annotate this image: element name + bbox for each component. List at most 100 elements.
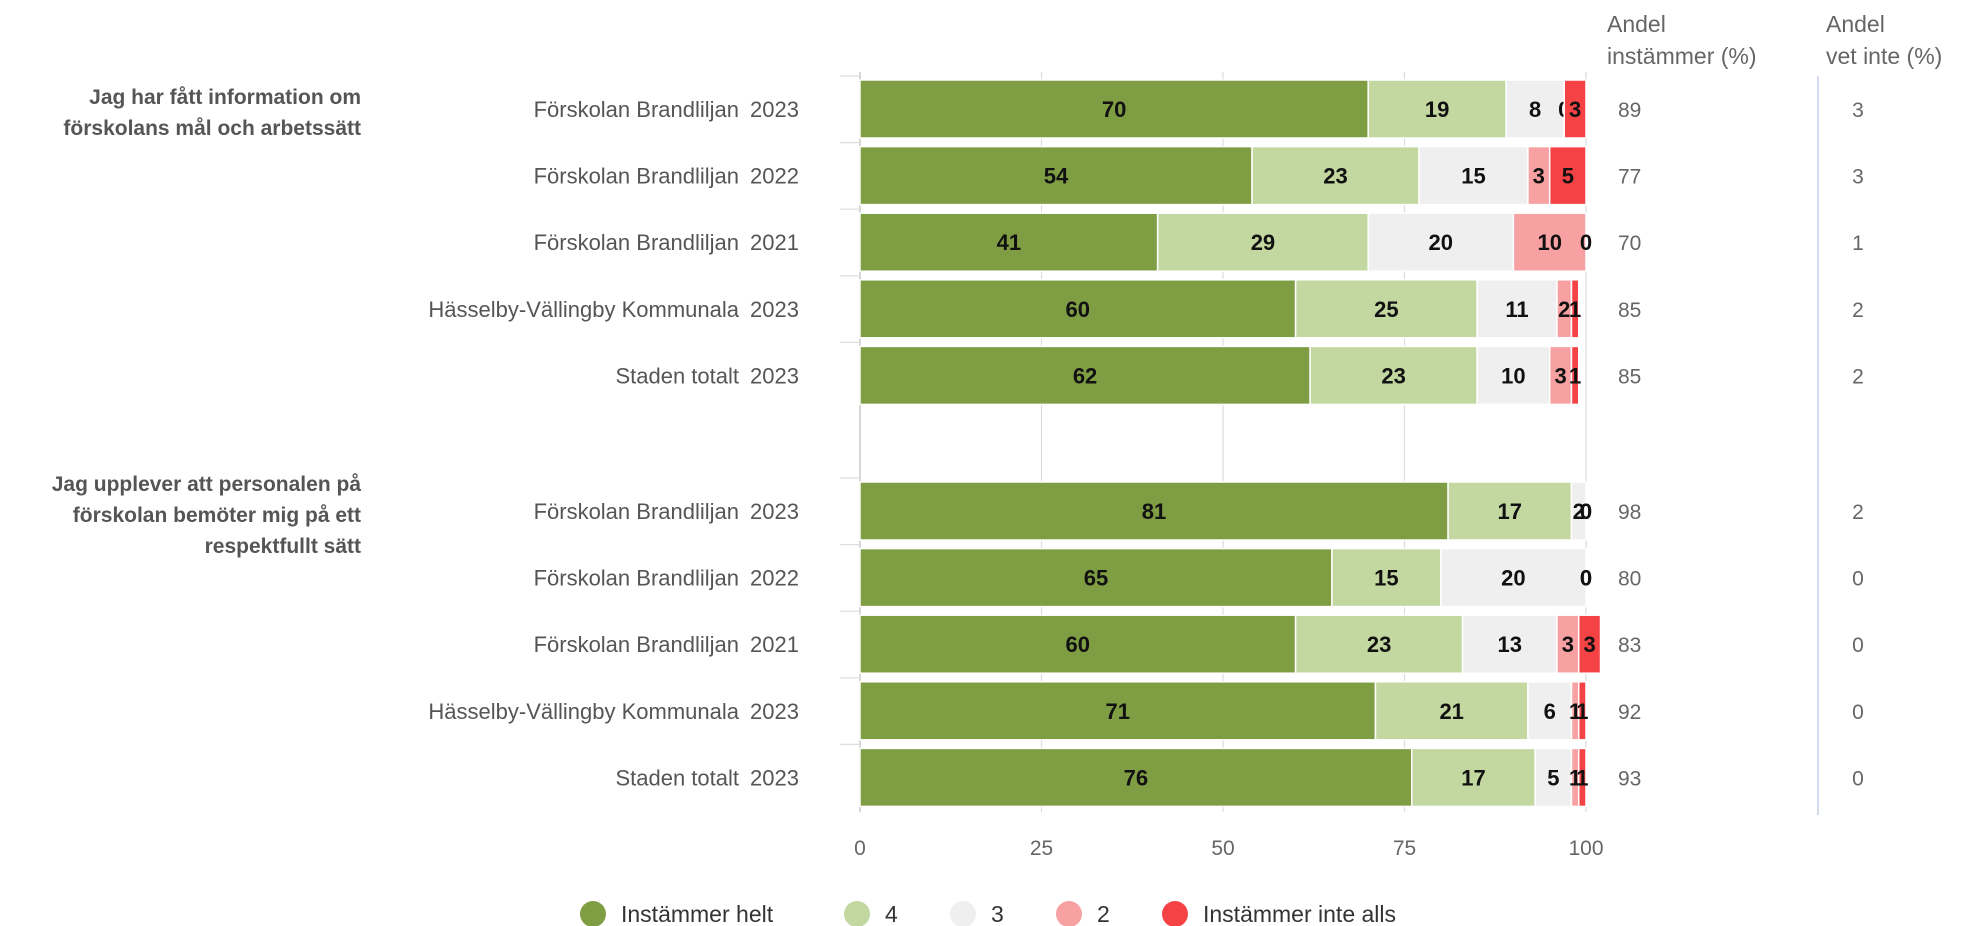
bar-segment: [1512, 212, 1587, 272]
row-label: Förskolan Brandliljan: [534, 97, 739, 122]
bar-segment: [859, 681, 1377, 741]
row-label: Staden totalt: [615, 765, 739, 790]
row-label: Staden totalt: [615, 363, 739, 388]
dontknow-value: 0: [1852, 568, 1864, 591]
bar-value-label: 15: [1374, 566, 1398, 591]
question-label: förskolans mål och arbetssätt: [63, 117, 361, 140]
bar-value-label: 11: [1505, 297, 1528, 322]
bar-value-label: 60: [1066, 632, 1090, 657]
bar-value-label: 2: [1573, 499, 1585, 524]
dontknow-value: 0: [1852, 701, 1864, 724]
legend-label: Instämmer helt: [621, 901, 774, 926]
dontknow-value: 2: [1852, 299, 1864, 322]
bar-segment: [1476, 345, 1551, 406]
bar-value-label: 70: [1102, 97, 1126, 122]
row-year: 2023: [750, 765, 799, 790]
question-label: förskolan bemöter mig på ett: [73, 504, 361, 527]
row-year: 2021: [750, 632, 799, 657]
agree-value: 83: [1618, 634, 1641, 657]
row-label: Hässelby-Vällingby Kommunala: [428, 297, 739, 322]
row-year: 2023: [750, 363, 799, 388]
legend-label: 4: [885, 901, 898, 926]
bar-value-label: 8: [1529, 97, 1541, 122]
bar-value-label: 1: [1569, 363, 1581, 388]
bar-value-label: 15: [1461, 164, 1485, 189]
bar-segment: [1294, 614, 1464, 674]
bar-value-label: 17: [1498, 499, 1522, 524]
agree-value: 85: [1618, 299, 1641, 322]
agree-value: 93: [1618, 767, 1641, 790]
agree-value: 85: [1618, 365, 1641, 388]
row-year: 2023: [750, 297, 799, 322]
bar-segment: [1548, 145, 1587, 206]
bar-value-label: 23: [1323, 164, 1347, 189]
bar-segment: [1374, 681, 1529, 741]
legend-label: Instämmer inte alls: [1203, 901, 1396, 926]
dontknow-value: 2: [1852, 501, 1864, 524]
dontknow-value: 3: [1852, 99, 1864, 122]
bar-segment: [1570, 279, 1580, 339]
agree-value: 98: [1618, 501, 1641, 524]
bar-segment: [1367, 79, 1507, 139]
bar-segment: [1570, 481, 1587, 541]
bar-segment: [1577, 681, 1587, 741]
bar-value-label: 0: [1580, 566, 1592, 591]
bar-segment: [1309, 345, 1478, 406]
row-label: Förskolan Brandliljan: [534, 499, 739, 524]
row-year: 2023: [750, 499, 799, 524]
agree-header-line1: Andel: [1607, 11, 1666, 37]
legend-label: 2: [1097, 901, 1110, 926]
dontknow-header-line2: vet inte (%): [1826, 43, 1942, 69]
bar-segment: [859, 279, 1297, 339]
bar-segment: [1476, 279, 1558, 339]
bar-value-label: 71: [1105, 699, 1129, 724]
agree-value: 80: [1618, 568, 1641, 591]
question-label: Jag har fått information om: [89, 86, 361, 109]
bar-value-label: 25: [1374, 297, 1398, 322]
bar-value-label: 0: [1580, 230, 1592, 255]
bar-value-label: 3: [1584, 632, 1596, 657]
bar-segment: [859, 747, 1413, 808]
bar-segment: [1294, 279, 1478, 339]
bar-segment: [1570, 345, 1580, 406]
bar-segment: [1577, 614, 1602, 674]
bar-value-label: 62: [1073, 363, 1097, 388]
legend-marker: [844, 901, 870, 926]
row-label: Förskolan Brandliljan: [534, 566, 739, 591]
legend-marker: [950, 901, 976, 926]
agree-value: 92: [1618, 701, 1641, 724]
bar-value-label: 1: [1576, 765, 1588, 790]
row-year: 2021: [750, 230, 799, 255]
dontknow-value: 1: [1852, 232, 1864, 255]
bar-value-label: 1: [1569, 297, 1581, 322]
bar-value-label: 0: [1580, 499, 1592, 524]
agree-value: 89: [1618, 99, 1641, 122]
dontknow-value: 0: [1852, 767, 1864, 790]
dontknow-header-line1: Andel: [1826, 11, 1885, 37]
bar-value-label: 20: [1429, 230, 1453, 255]
dontknow-value: 2: [1852, 365, 1864, 388]
bar-value-label: 3: [1554, 363, 1566, 388]
x-tick-label: 0: [854, 837, 866, 860]
bar-segment: [1156, 212, 1369, 272]
agree-value: 77: [1618, 166, 1641, 189]
bar-segment: [859, 345, 1311, 406]
x-tick-label: 75: [1393, 837, 1416, 860]
bar-segment: [1251, 145, 1420, 206]
bar-value-label: 19: [1425, 97, 1449, 122]
bar-segment: [1577, 747, 1587, 808]
bar-value-label: 21: [1439, 699, 1463, 724]
row-year: 2023: [750, 699, 799, 724]
x-tick-label: 100: [1568, 837, 1603, 860]
bar-value-label: 60: [1066, 297, 1090, 322]
bar-segment: [1411, 747, 1536, 808]
bar-value-label: 65: [1084, 566, 1108, 591]
bar-segment: [859, 481, 1449, 541]
bar-value-label: 23: [1367, 632, 1391, 657]
x-tick-label: 50: [1211, 837, 1234, 860]
bar-value-label: 3: [1562, 632, 1574, 657]
row-label: Förskolan Brandliljan: [534, 164, 739, 189]
bar-value-label: 0: [1580, 566, 1592, 591]
bar-segment: [859, 79, 1369, 139]
